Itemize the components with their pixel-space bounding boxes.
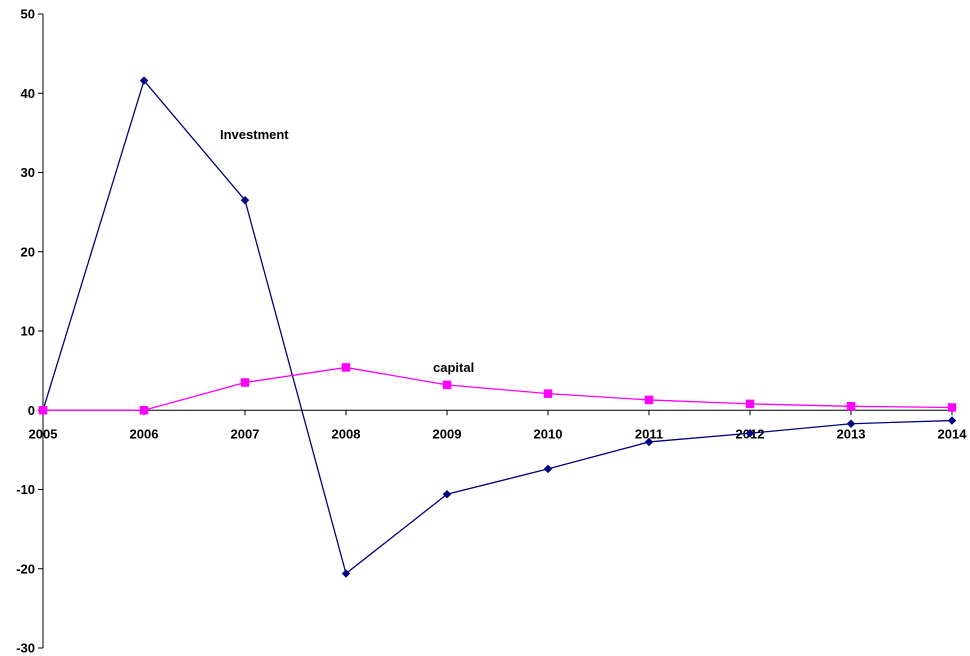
x-tick-label: 2014 bbox=[938, 426, 968, 441]
series-markers bbox=[38, 76, 957, 578]
data-point-investment bbox=[240, 195, 250, 205]
data-point-investment bbox=[442, 489, 452, 499]
y-tick-label: 20 bbox=[21, 244, 35, 259]
x-tick-label: 2011 bbox=[635, 426, 663, 441]
data-point-capital bbox=[38, 406, 48, 415]
series-line-investment bbox=[42, 79, 953, 575]
x-tick-label: 2008 bbox=[332, 426, 361, 441]
data-point-capital bbox=[139, 406, 149, 415]
data-point-capital bbox=[240, 378, 250, 387]
y-tick-label: -30 bbox=[16, 641, 35, 656]
y-tick-labels: -30 -20 -10 0 10 20 30 40 50 bbox=[16, 7, 35, 656]
data-point-investment bbox=[745, 428, 755, 438]
series-line-capital bbox=[43, 366, 953, 411]
y-tick-label: 30 bbox=[21, 165, 35, 180]
y-tick-label: 50 bbox=[21, 7, 35, 22]
y-tick-label: -20 bbox=[16, 561, 35, 576]
axes bbox=[38, 13, 953, 649]
data-point-investment bbox=[139, 76, 149, 85]
data-point-investment bbox=[947, 416, 957, 425]
y-tick-label: 10 bbox=[21, 324, 35, 339]
y-tick-label: 0 bbox=[28, 403, 35, 418]
x-tick-labels: 2005200620072008200920102011201220132014 bbox=[29, 426, 968, 441]
x-tick-label: 2010 bbox=[534, 426, 563, 441]
x-tick-label: 2013 bbox=[837, 426, 866, 441]
data-point-investment bbox=[846, 419, 856, 429]
data-point-investment bbox=[543, 464, 553, 474]
data-point-capital bbox=[543, 389, 553, 398]
y-tick-label: 40 bbox=[21, 86, 35, 101]
series-label-investment: Investment bbox=[220, 127, 289, 142]
x-tick-label: 2005 bbox=[29, 426, 58, 441]
x-tick-label: 2007 bbox=[231, 426, 260, 441]
data-point-capital bbox=[442, 380, 452, 390]
data-point-capital bbox=[846, 402, 856, 411]
data-point-investment bbox=[341, 569, 351, 578]
series-lines bbox=[42, 79, 953, 575]
data-point-capital bbox=[947, 403, 957, 412]
data-point-capital bbox=[644, 395, 654, 405]
x-tick-label: 2009 bbox=[433, 426, 462, 441]
data-point-investment bbox=[644, 437, 654, 447]
series-label-capital: capital bbox=[433, 360, 474, 375]
series-annotations: Investment capital bbox=[220, 127, 474, 375]
data-point-capital bbox=[745, 399, 755, 409]
x-tick-label: 2006 bbox=[130, 426, 159, 441]
data-point-capital bbox=[341, 363, 351, 372]
y-tick-label: -10 bbox=[16, 482, 35, 497]
